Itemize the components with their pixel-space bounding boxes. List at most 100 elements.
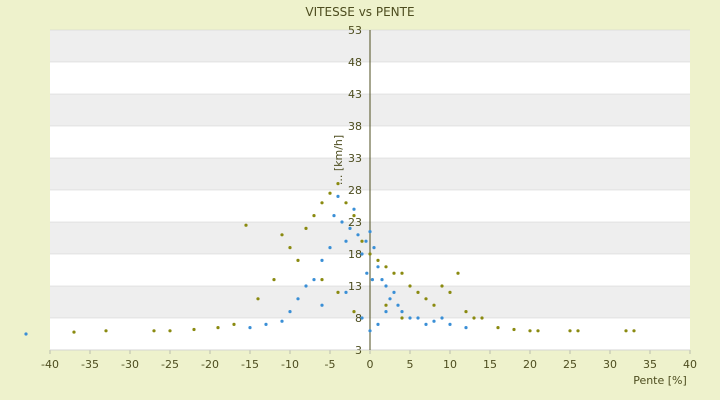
scatter-point: [348, 226, 352, 230]
scatter-point: [336, 182, 340, 186]
scatter-point: [332, 214, 336, 218]
x-tick-label: 35: [643, 358, 657, 371]
scatter-point: [360, 239, 364, 243]
scatter-point: [168, 329, 172, 333]
scatter-point: [296, 258, 300, 262]
scatter-point: [296, 297, 300, 301]
y-tick-label: 53: [348, 24, 362, 37]
scatter-point: [24, 332, 28, 336]
scatter-point: [360, 316, 364, 320]
scatter-point: [328, 191, 332, 195]
x-tick-label: -25: [161, 358, 179, 371]
scatter-point: [320, 201, 324, 205]
x-tick-labels: -40 -35 -30 -25 -20 -15 -10 -5 0 5 10 15 20 25 30 35 40: [41, 350, 697, 371]
scatter-point: [512, 327, 516, 332]
x-tick-label: -10: [281, 358, 299, 371]
scatter-point: [464, 310, 468, 314]
scatter-point: [280, 233, 284, 237]
y-axis-label: ... [km/h]: [332, 135, 345, 185]
scatter-point: [328, 246, 332, 250]
scatter-point: [312, 278, 316, 282]
scatter-point: [320, 278, 324, 282]
y-tick-label: 18: [348, 248, 362, 261]
x-tick-label: -15: [241, 358, 259, 371]
scatter-point: [424, 322, 428, 326]
x-tick-label: 15: [483, 358, 497, 371]
scatter-point: [336, 194, 340, 198]
scatter-point: [384, 284, 388, 288]
scatter-point: [424, 297, 428, 301]
scatter-point: [352, 207, 356, 211]
scatter-point: [472, 316, 476, 320]
scatter-point: [104, 329, 108, 333]
scatter-point: [368, 252, 372, 256]
scatter-point: [370, 278, 374, 282]
scatter-point: [400, 310, 404, 314]
scatter-point: [352, 310, 356, 314]
y-tick-label: 33: [348, 152, 362, 165]
scatter-point: [392, 271, 396, 275]
scatter-point: [432, 319, 436, 323]
scatter-point: [368, 230, 372, 234]
scatter-point: [408, 316, 412, 320]
scatter-point: [152, 329, 156, 333]
scatter-point: [256, 297, 260, 301]
scatter-point: [312, 214, 316, 218]
scatter-point: [280, 319, 284, 323]
scatter-point: [232, 322, 236, 326]
scatter-point: [365, 271, 369, 275]
scatter-point: [384, 303, 388, 307]
scatter-point: [392, 290, 396, 294]
scatter-point: [248, 326, 252, 330]
scatter-point: [216, 326, 220, 330]
scatter-point: [336, 290, 340, 294]
scatter-point: [568, 329, 572, 333]
scatter-point: [496, 326, 500, 330]
scatter-point: [368, 329, 372, 333]
y-tick-label: 48: [348, 56, 362, 69]
scatter-point: [304, 226, 308, 230]
x-tick-label: -40: [41, 358, 59, 371]
scatter-point: [192, 327, 196, 332]
x-tick-label: 40: [683, 358, 697, 371]
x-axis-label: Pente [%]: [633, 374, 687, 387]
scatter-point: [344, 290, 348, 294]
scatter-point: [632, 329, 636, 333]
scatter-point: [340, 220, 344, 224]
scatter-point: [72, 330, 76, 334]
x-tick-label: -5: [325, 358, 336, 371]
scatter-point: [320, 303, 324, 307]
scatter-point: [372, 246, 376, 250]
scatter-point: [388, 297, 392, 301]
scatter-point: [376, 322, 380, 326]
x-tick-label: 10: [443, 358, 457, 371]
scatter-point: [288, 310, 292, 314]
scatter-point: [464, 326, 468, 330]
scatter-point: [356, 233, 360, 237]
scatter-point: [480, 316, 484, 320]
scatter-point: [320, 258, 324, 262]
scatter-point: [528, 329, 532, 333]
scatter-point: [432, 303, 436, 307]
y-tick-label: 28: [348, 184, 362, 197]
scatter-point: [344, 239, 348, 243]
scatter-point: [244, 223, 248, 227]
scatter-point: [400, 271, 404, 275]
scatter-point: [380, 278, 384, 282]
scatter-point: [376, 258, 380, 262]
scatter-point: [264, 322, 268, 326]
x-tick-label: 25: [563, 358, 577, 371]
x-tick-label: -35: [81, 358, 99, 371]
scatter-point: [624, 329, 628, 333]
scatter-point: [440, 284, 444, 288]
x-tick-label: 20: [523, 358, 537, 371]
scatter-point: [304, 284, 308, 288]
y-tick-label: 13: [348, 280, 362, 293]
scatter-point: [352, 214, 356, 218]
scatter-point: [448, 290, 452, 294]
data-points: [24, 182, 636, 336]
scatter-point: [360, 252, 364, 256]
